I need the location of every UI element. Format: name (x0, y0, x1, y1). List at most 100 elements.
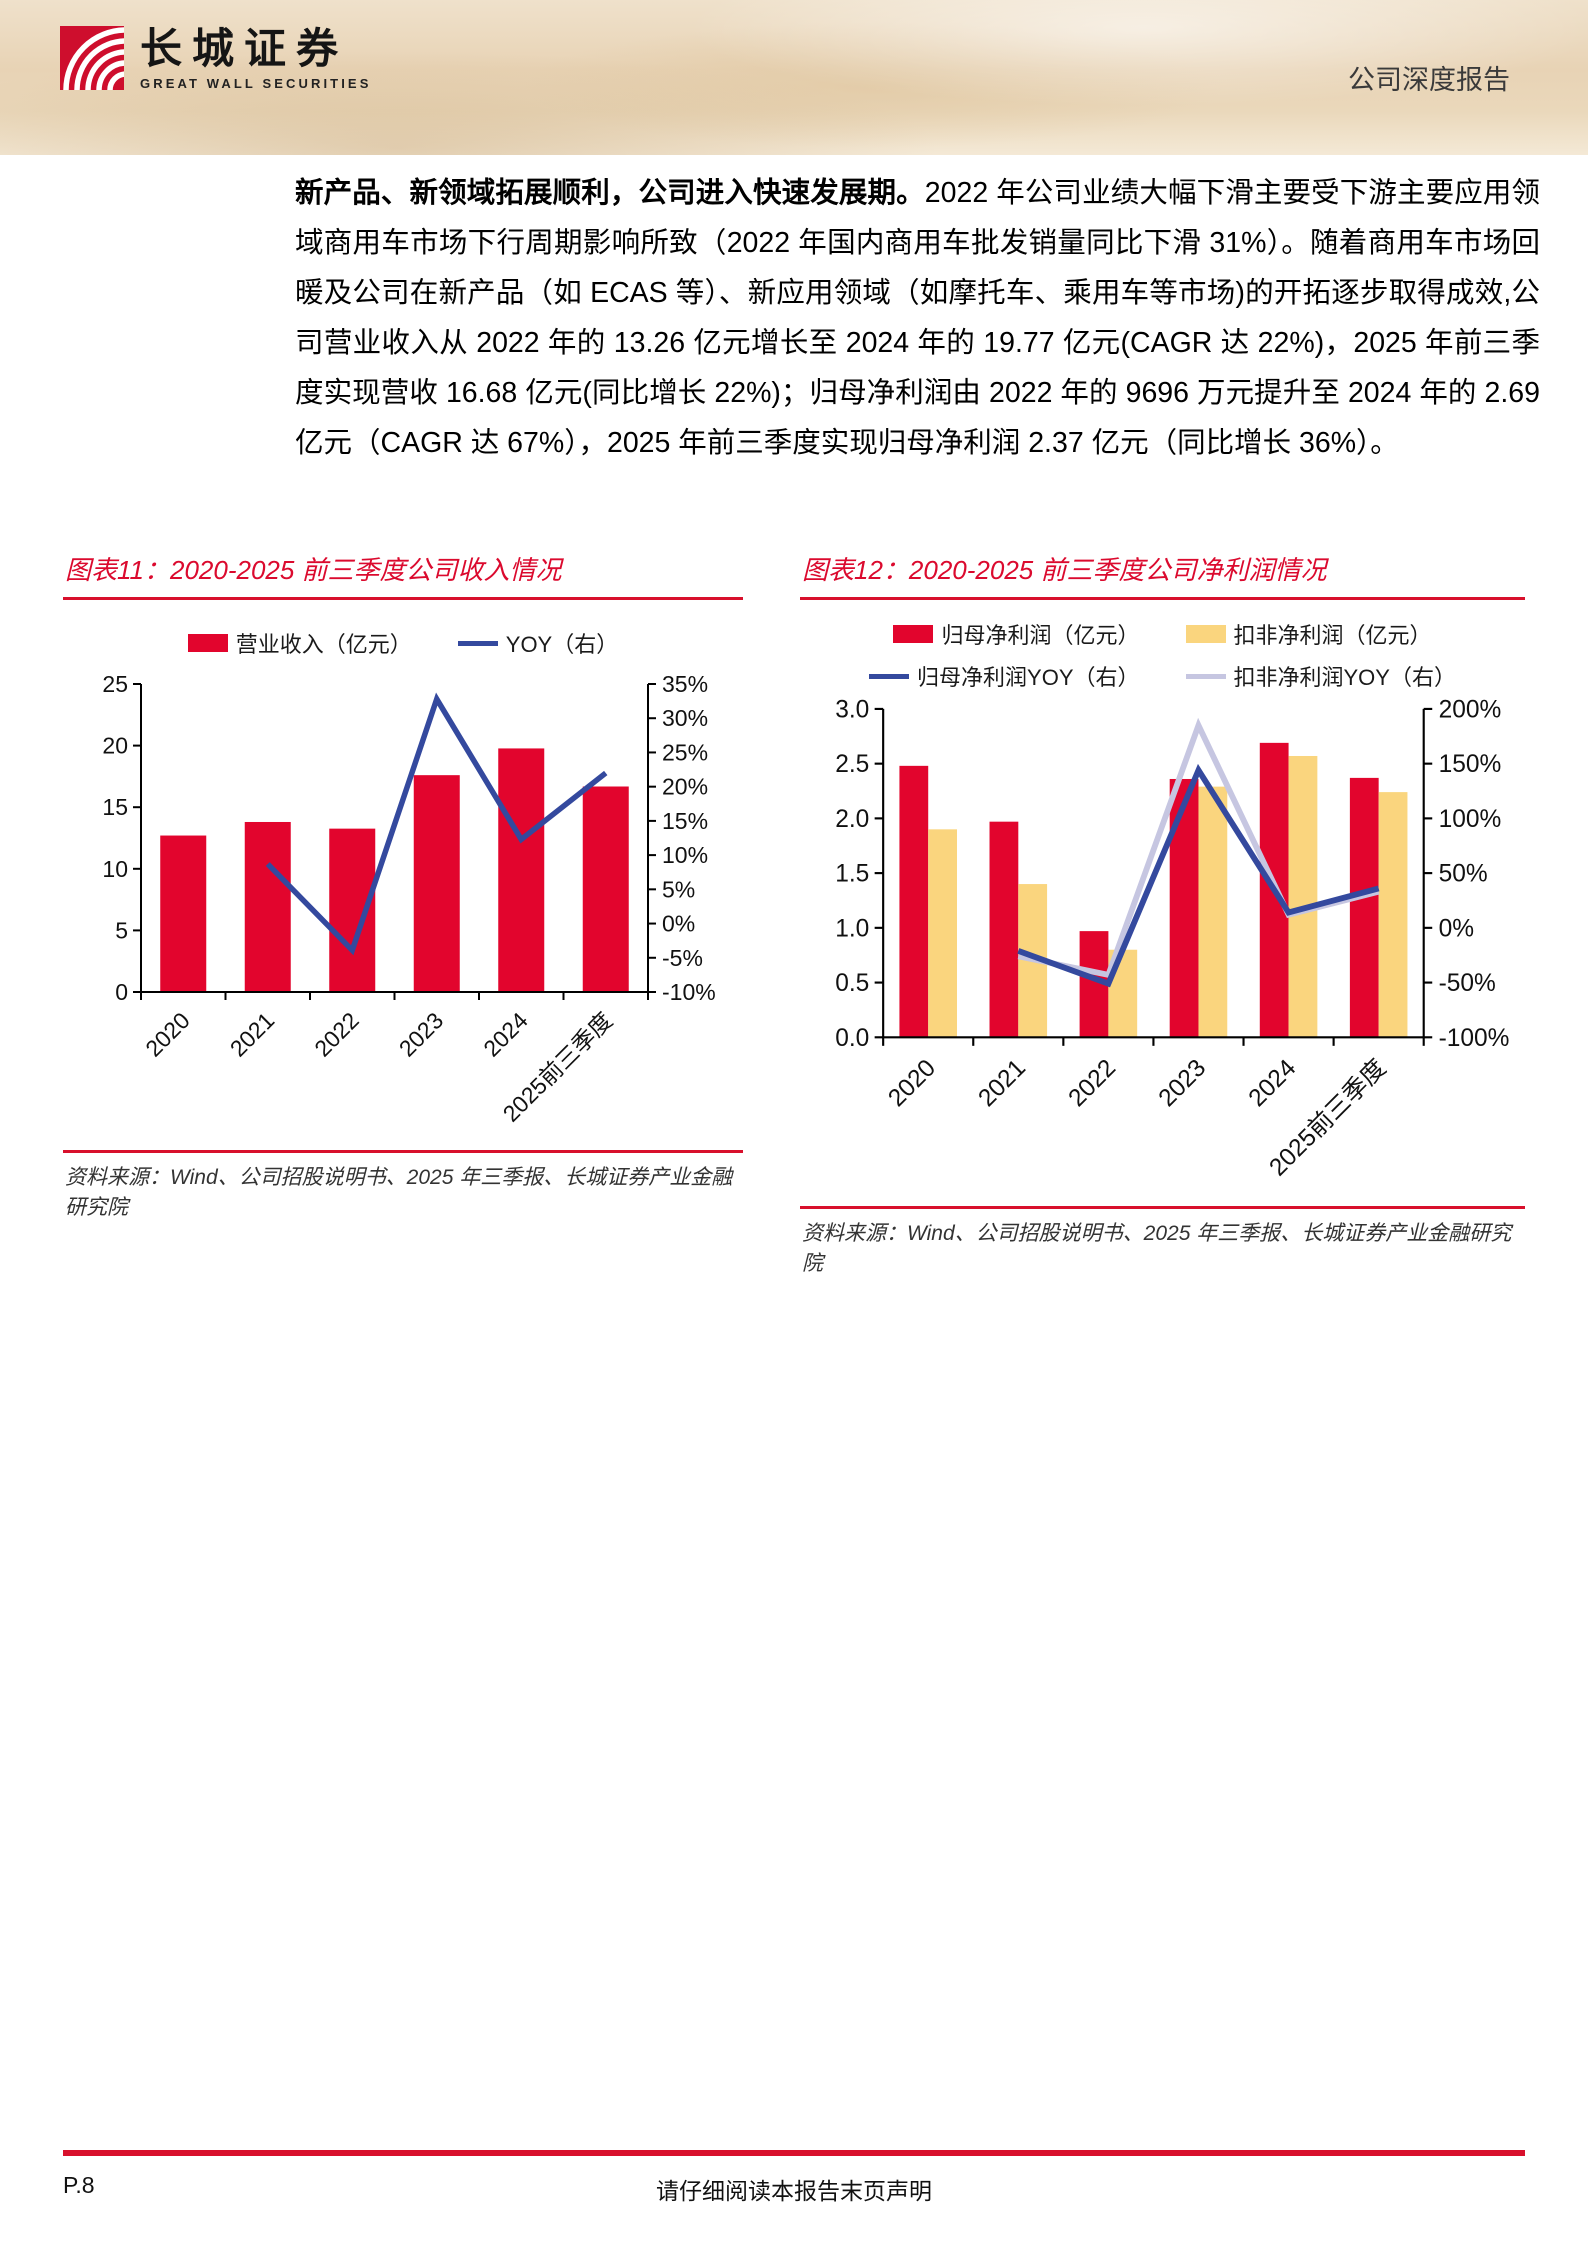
x-category-label: 2022 (1064, 1054, 1122, 1112)
chart-legend: 营业收入（亿元） YOY（右） (63, 618, 743, 668)
figure-bottom-rule (63, 1150, 743, 1153)
right-tick-label: 20% (662, 774, 708, 800)
left-tick-label: 2.0 (835, 806, 869, 833)
x-category-label: 2024 (478, 1007, 533, 1062)
right-tick-label: 100% (1439, 806, 1502, 833)
figure-title-rule (63, 597, 743, 600)
bar-series (928, 755, 1408, 1038)
bar (989, 821, 1019, 1038)
figure-revenue: 图表11：2020-2025 前三季度公司收入情况 营业收入（亿元） YOY（右）… (63, 548, 743, 1279)
left-tick-label: 20 (102, 733, 128, 759)
axes-layer (874, 707, 1433, 1046)
right-tick-label: 0% (1439, 915, 1474, 942)
figure-source-note: 资料来源：Wind、公司招股说明书、2025 年三季报、长城证券产业金融研究院 (65, 1166, 733, 1219)
legend-item: 扣非净利润（亿元） (1185, 618, 1432, 650)
bars-layer (160, 748, 629, 992)
revenue-chart: 0 5 10 15 20 25 -10% -5% 0% 5% 10% 15% 20% 25% 30% 35% 2… (102, 671, 716, 1127)
legend-line-swatch (457, 640, 498, 646)
x-category-label: 2021 (973, 1054, 1031, 1112)
paragraph-body-text: 2022 年公司业绩大幅下滑主要受下游主要应用领域商用车市场下行周期影响所致（2… (295, 177, 1540, 459)
page-number: P.8 (63, 2172, 95, 2198)
right-tick-label: -10% (662, 979, 716, 1005)
body-paragraph: 新产品、新领域拓展顺利，公司进入快速发展期。2022 年公司业绩大幅下滑主要受下… (295, 168, 1540, 468)
axes-layer (133, 683, 656, 1000)
figure-net-profit: 图表12：2020-2025 前三季度公司净利润情况 归母净利润（亿元） 扣非净利… (800, 548, 1525, 1279)
left-tick-label: 10 (102, 856, 128, 882)
greatwall-logo-icon (60, 26, 124, 90)
right-tick-label: 50% (1439, 861, 1488, 888)
bars-layer (899, 742, 1408, 1038)
left-tick-label: 0.5 (835, 970, 869, 997)
legend-label: 归母净利润（亿元） (941, 623, 1140, 648)
figure-title: 图表11：2020-2025 前三季度公司收入情况 (65, 555, 562, 585)
footer-rule (63, 2150, 1525, 2156)
bar (928, 829, 958, 1038)
right-tick-label: 5% (662, 876, 695, 902)
yoy-line (265, 692, 608, 956)
right-tick-label: -100% (1439, 1025, 1510, 1052)
bar-series (899, 742, 1379, 1038)
right-tick-label: -50% (1439, 970, 1496, 997)
figure-source-note: 资料来源：Wind、公司招股说明书、2025 年三季报、长城证券产业金融研究院 (802, 1221, 1512, 1275)
bar (899, 765, 929, 1038)
legend-line-swatch (1185, 673, 1226, 679)
net-profit-chart: 0.0 0.5 1.0 1.5 2.0 2.5 3.0 -100% -50% 0% 50% 100% 1… (835, 696, 1510, 1181)
brand-text: 长城证券 GREAT WALL SECURITIES (140, 25, 371, 92)
x-category-label: 2023 (1154, 1054, 1212, 1112)
left-tick-label: 1.5 (835, 861, 869, 888)
right-tick-label: 0% (662, 911, 695, 937)
figure-title-rule (800, 597, 1525, 600)
bar (1288, 755, 1318, 1038)
right-tick-label: 200% (1439, 696, 1502, 723)
right-tick-label: 15% (662, 808, 708, 834)
legend-label: 扣非净利润（亿元） (1233, 623, 1432, 648)
chart-legend: 归母净利润（亿元） 扣非净利润（亿元） 归母净利润YOY（右） 扣非净利润YOY（右） (800, 618, 1525, 692)
legend-item: YOY（右） (457, 627, 619, 659)
legend-item: 扣非净利润YOY（右） (1185, 660, 1456, 692)
right-tick-label: 30% (662, 705, 708, 731)
legend-bar-swatch (893, 625, 934, 643)
bar (582, 786, 629, 992)
legend-label: YOY（右） (505, 632, 619, 657)
bar (1378, 792, 1408, 1038)
x-category-label: 2020 (883, 1054, 941, 1112)
bar (1198, 786, 1228, 1038)
left-tick-label: 0.0 (835, 1025, 869, 1052)
bar (1349, 777, 1379, 1038)
report-type-label: 公司深度报告 (1348, 65, 1510, 95)
lines-layer (265, 692, 608, 956)
x-category-label: 2021 (225, 1007, 280, 1062)
x-category-label: 2024 (1244, 1054, 1302, 1112)
left-tick-label: 3.0 (835, 696, 869, 723)
legend-item: 归母净利润（亿元） (893, 618, 1140, 650)
bar (413, 775, 460, 992)
left-tick-label: 5 (115, 917, 128, 943)
left-tick-label: 15 (102, 794, 128, 820)
legend-label: 营业收入（亿元） (235, 632, 412, 657)
x-category-label: 2020 (140, 1007, 195, 1062)
brand-name-cn: 长城证券 (140, 25, 349, 72)
figures-row: 图表11：2020-2025 前三季度公司收入情况 营业收入（亿元） YOY（右）… (63, 548, 1525, 1279)
brand-logo: 长城证券 GREAT WALL SECURITIES (60, 26, 371, 91)
legend-item: 归母净利润YOY（右） (869, 660, 1140, 692)
bar (498, 748, 545, 992)
left-tick-label: 2.5 (835, 751, 869, 778)
legend-label: 归母净利润YOY（右） (917, 665, 1140, 690)
legend-bar-swatch (187, 634, 228, 652)
bar (244, 821, 291, 992)
right-tick-label: 25% (662, 739, 708, 765)
legend-line-swatch (869, 673, 910, 679)
figure-title: 图表12：2020-2025 前三季度公司净利润情况 (802, 555, 1327, 585)
footer-disclaimer: 请仔细阅读本报告末页声明 (656, 2178, 932, 2204)
left-tick-label: 1.0 (835, 915, 869, 942)
left-tick-label: 0 (115, 979, 128, 1005)
x-category-label: 2023 (394, 1007, 449, 1062)
x-category-label: 2022 (309, 1007, 364, 1062)
right-tick-label: 10% (662, 842, 708, 868)
legend-bar-swatch (1185, 625, 1226, 643)
left-tick-label: 25 (102, 671, 128, 697)
right-tick-label: 35% (662, 671, 708, 697)
right-tick-label: -5% (662, 945, 703, 971)
legend-label: 扣非净利润YOY（右） (1233, 665, 1456, 690)
footer: P.8 请仔细阅读本报告末页声明 (63, 2172, 1525, 2206)
